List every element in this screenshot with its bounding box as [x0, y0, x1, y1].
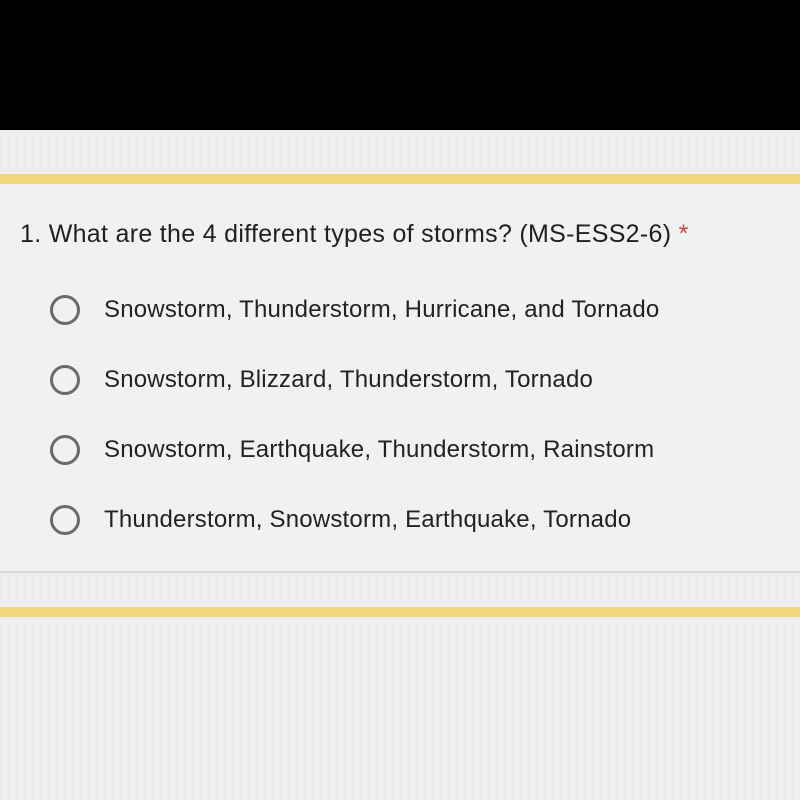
- option-row[interactable]: Snowstorm, Thunderstorm, Hurricane, and …: [50, 295, 780, 325]
- radio-icon[interactable]: [50, 505, 80, 535]
- option-label: Snowstorm, Blizzard, Thunderstorm, Torna…: [104, 366, 593, 394]
- radio-icon[interactable]: [50, 295, 80, 325]
- option-row[interactable]: Thunderstorm, Snowstorm, Earthquake, Tor…: [50, 505, 780, 535]
- option-row[interactable]: Snowstorm, Blizzard, Thunderstorm, Torna…: [50, 365, 780, 395]
- option-label: Thunderstorm, Snowstorm, Earthquake, Tor…: [104, 506, 631, 534]
- radio-icon[interactable]: [50, 365, 80, 395]
- option-row[interactable]: Snowstorm, Earthquake, Thunderstorm, Rai…: [50, 435, 780, 465]
- section-divider-bottom: [0, 607, 800, 617]
- question-card: 1. What are the 4 different types of sto…: [0, 184, 800, 573]
- form-screen: 1. What are the 4 different types of sto…: [0, 130, 800, 800]
- question-text: 1. What are the 4 different types of sto…: [20, 220, 780, 249]
- top-gap: [0, 130, 800, 174]
- section-divider-top: [0, 174, 800, 184]
- required-asterisk: *: [679, 220, 689, 248]
- option-label: Snowstorm, Thunderstorm, Hurricane, and …: [104, 296, 659, 324]
- option-label: Snowstorm, Earthquake, Thunderstorm, Rai…: [104, 436, 654, 464]
- bottom-gap: [0, 617, 800, 717]
- radio-icon[interactable]: [50, 435, 80, 465]
- question-label: 1. What are the 4 different types of sto…: [20, 220, 671, 248]
- options-group: Snowstorm, Thunderstorm, Hurricane, and …: [20, 295, 780, 535]
